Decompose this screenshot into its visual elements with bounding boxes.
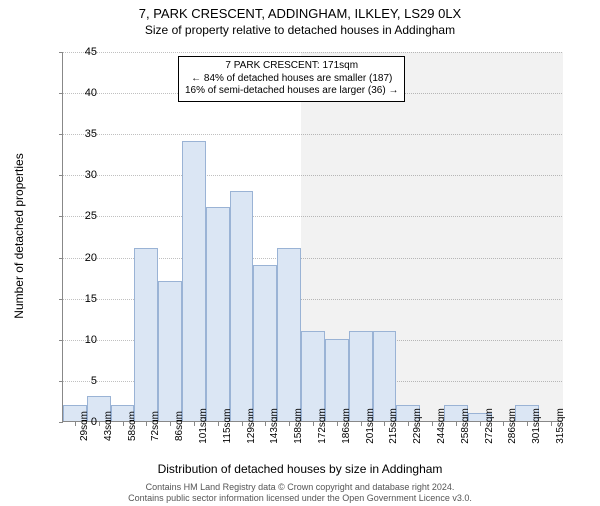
chart-title: 7, PARK CRESCENT, ADDINGHAM, ILKLEY, LS2…	[0, 6, 600, 21]
histogram-bar	[230, 191, 254, 421]
histogram-bar	[277, 248, 301, 421]
histogram-bar	[134, 248, 158, 421]
ytick-mark	[59, 93, 63, 94]
ytick-mark	[59, 340, 63, 341]
xtick-mark	[242, 422, 243, 426]
plot-area: 29sqm43sqm58sqm72sqm86sqm101sqm115sqm129…	[62, 52, 562, 422]
histogram-bar	[253, 265, 277, 421]
ytick-label: 30	[67, 169, 97, 181]
chart-subtitle: Size of property relative to detached ho…	[0, 23, 600, 37]
xtick-mark	[361, 422, 362, 426]
histogram-bar	[158, 281, 182, 421]
ytick-mark	[59, 52, 63, 53]
xtick-mark	[551, 422, 552, 426]
ytick-mark	[59, 299, 63, 300]
ytick-mark	[59, 422, 63, 423]
xtick-mark	[146, 422, 147, 426]
ytick-label: 40	[67, 87, 97, 99]
ytick-label: 35	[67, 128, 97, 140]
xtick-mark	[170, 422, 171, 426]
xtick-mark	[99, 422, 100, 426]
ytick-label: 45	[67, 46, 97, 58]
xtick-mark	[265, 422, 266, 426]
xtick-mark	[503, 422, 504, 426]
xtick-mark	[218, 422, 219, 426]
ytick-label: 25	[67, 210, 97, 222]
xtick-mark	[408, 422, 409, 426]
ytick-mark	[59, 175, 63, 176]
ytick-label: 20	[67, 252, 97, 264]
ytick-label: 10	[67, 334, 97, 346]
ytick-label: 5	[67, 375, 97, 387]
xtick-mark	[194, 422, 195, 426]
histogram-bar	[206, 207, 230, 421]
xtick-mark	[313, 422, 314, 426]
xtick-mark	[123, 422, 124, 426]
xtick-mark	[432, 422, 433, 426]
attribution-line-1: Contains HM Land Registry data © Crown c…	[0, 482, 600, 493]
xtick-mark	[384, 422, 385, 426]
ytick-label: 15	[67, 293, 97, 305]
ytick-mark	[59, 134, 63, 135]
xtick-label: 229sqm	[412, 408, 423, 444]
histogram-bar	[182, 141, 206, 421]
xtick-label: 272sqm	[484, 408, 495, 444]
attribution: Contains HM Land Registry data © Crown c…	[0, 482, 600, 504]
annotation-box: 7 PARK CRESCENT: 171sqm ← 84% of detache…	[178, 56, 405, 102]
xtick-label: 315sqm	[555, 408, 566, 444]
ytick-mark	[59, 258, 63, 259]
ytick-label: 0	[67, 416, 97, 428]
xtick-mark	[480, 422, 481, 426]
xtick-mark	[289, 422, 290, 426]
xtick-mark	[337, 422, 338, 426]
annotation-line-2: ← 84% of detached houses are smaller (18…	[185, 73, 398, 86]
x-axis-label: Distribution of detached houses by size …	[0, 462, 600, 476]
xtick-label: 301sqm	[531, 408, 542, 444]
annotation-line-1: 7 PARK CRESCENT: 171sqm	[185, 60, 398, 73]
y-axis-label: Number of detached properties	[12, 153, 26, 318]
attribution-line-2: Contains public sector information licen…	[0, 493, 600, 504]
ytick-mark	[59, 381, 63, 382]
xtick-mark	[527, 422, 528, 426]
chart-container: 7, PARK CRESCENT, ADDINGHAM, ILKLEY, LS2…	[0, 6, 600, 506]
xtick-mark	[456, 422, 457, 426]
annotation-line-3: 16% of semi-detached houses are larger (…	[185, 85, 398, 98]
ytick-mark	[59, 216, 63, 217]
